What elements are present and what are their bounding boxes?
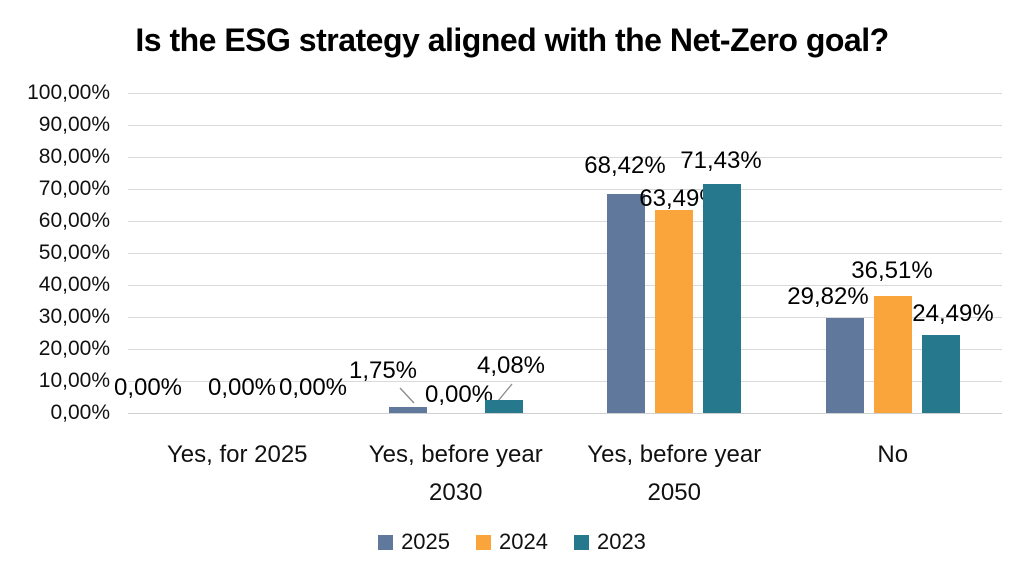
data-label: 68,42% bbox=[584, 152, 666, 179]
bar-2025 bbox=[607, 194, 646, 413]
bar-2023 bbox=[703, 184, 742, 413]
gridline bbox=[128, 381, 1002, 382]
gridline bbox=[128, 317, 1002, 318]
gridline bbox=[128, 221, 1002, 222]
x-axis-label: No bbox=[877, 441, 909, 468]
chart-title: Is the ESG strategy aligned with the Net… bbox=[135, 22, 889, 58]
data-label: 0,00% bbox=[207, 374, 277, 401]
data-label: 0,00% bbox=[278, 374, 348, 401]
data-label: 24,49% bbox=[912, 300, 994, 327]
x-axis-label: Yes, before year 2030 bbox=[368, 441, 543, 506]
legend-label: 2025 bbox=[401, 529, 451, 554]
gridline bbox=[128, 253, 1002, 254]
leader-line bbox=[497, 383, 513, 402]
bar-2023 bbox=[921, 334, 960, 413]
data-label: 4,08% bbox=[476, 352, 546, 379]
y-tick-label: 10,00% bbox=[38, 369, 110, 392]
legend-label: 2023 bbox=[596, 529, 646, 554]
y-tick-label: 40,00% bbox=[38, 273, 110, 296]
leader-line bbox=[399, 387, 415, 404]
gridline bbox=[128, 157, 1002, 158]
data-label: 0,00% bbox=[113, 374, 183, 401]
y-tick-label: 80,00% bbox=[38, 145, 110, 168]
gridline bbox=[128, 349, 1002, 350]
data-label: 1,75% bbox=[348, 357, 418, 384]
y-tick-label: 100,00% bbox=[27, 81, 110, 104]
gridline bbox=[128, 93, 1002, 94]
legend: 2025 2024 2023 bbox=[0, 529, 1024, 555]
y-tick-label: 90,00% bbox=[38, 113, 110, 136]
legend-item-2024: 2024 bbox=[476, 529, 548, 555]
legend-item-2025: 2025 bbox=[378, 529, 450, 555]
legend-item-2023: 2023 bbox=[573, 529, 646, 555]
data-label: 29,82% bbox=[787, 283, 869, 310]
data-label: 71,43% bbox=[680, 147, 762, 174]
gridline bbox=[128, 189, 1002, 190]
data-label: 36,51% bbox=[851, 257, 933, 284]
gridline bbox=[128, 285, 1002, 286]
legend-swatch-icon bbox=[573, 534, 589, 550]
bar-2025 bbox=[825, 317, 864, 413]
x-axis-label: Yes, before year 2050 bbox=[587, 441, 762, 506]
bar-2023 bbox=[484, 399, 523, 413]
bar-2024 bbox=[873, 296, 912, 413]
legend-swatch-icon bbox=[378, 534, 394, 550]
bar-2025 bbox=[388, 407, 427, 413]
y-tick-label: 50,00% bbox=[38, 241, 110, 264]
legend-swatch-icon bbox=[476, 534, 492, 550]
y-tick-label: 60,00% bbox=[38, 209, 110, 232]
gridline bbox=[128, 413, 1002, 414]
legend-label: 2024 bbox=[499, 529, 548, 554]
y-tick-label: 70,00% bbox=[38, 177, 110, 200]
gridline bbox=[128, 125, 1002, 126]
bar-2024 bbox=[655, 209, 694, 413]
y-tick-label: 30,00% bbox=[38, 305, 110, 328]
data-label: 0,00% bbox=[424, 381, 494, 408]
y-tick-label: 0,00% bbox=[50, 401, 110, 424]
x-axis-label: Yes, for 2025 bbox=[166, 441, 308, 468]
y-tick-label: 20,00% bbox=[38, 337, 110, 360]
